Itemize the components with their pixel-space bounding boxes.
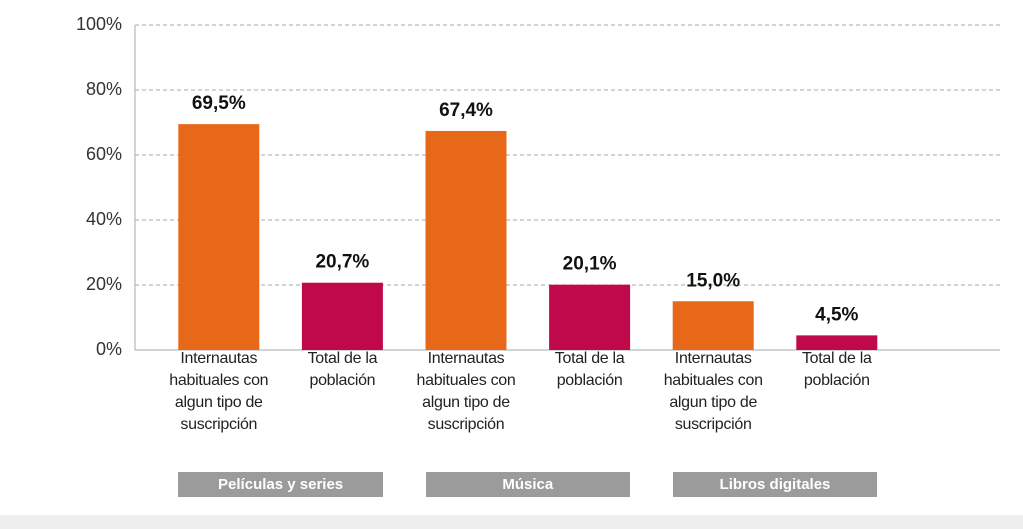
y-tick-label: 20% — [86, 274, 122, 294]
bar — [301, 282, 383, 350]
value-label: 20,7% — [315, 252, 369, 273]
y-tick-label: 60% — [86, 144, 122, 164]
x-tick-label: Total de la población — [801, 350, 872, 389]
value-label: 69,5% — [192, 93, 246, 114]
value-label: 4,5% — [815, 304, 858, 325]
x-tick-label: Total de la población — [554, 350, 625, 389]
x-tick-label: Internautas habituales con algun tipo de… — [416, 350, 516, 433]
group-label: Libros digitales — [672, 472, 878, 497]
y-tick-label: 40% — [86, 209, 122, 229]
x-tick-label: Internautas habituales con algun tipo de… — [663, 350, 763, 433]
value-label: 20,1% — [563, 254, 617, 275]
group-label: Películas y series — [178, 472, 383, 497]
y-tick-label: 80% — [86, 79, 122, 99]
value-label: 15,0% — [686, 270, 740, 291]
value-label: 67,4% — [439, 100, 493, 121]
y-tick-label: 0% — [96, 339, 122, 359]
bar — [549, 284, 631, 350]
bar — [425, 130, 507, 350]
bar — [178, 124, 260, 350]
x-tick-label: Internautas habituales con algun tipo de… — [169, 350, 269, 433]
x-tick-label: Total de la población — [307, 350, 378, 389]
y-tick-label: 100% — [76, 14, 122, 34]
bar — [672, 301, 754, 350]
group-label: Música — [425, 472, 631, 497]
bar — [796, 335, 878, 350]
footer-strip — [0, 515, 1023, 529]
